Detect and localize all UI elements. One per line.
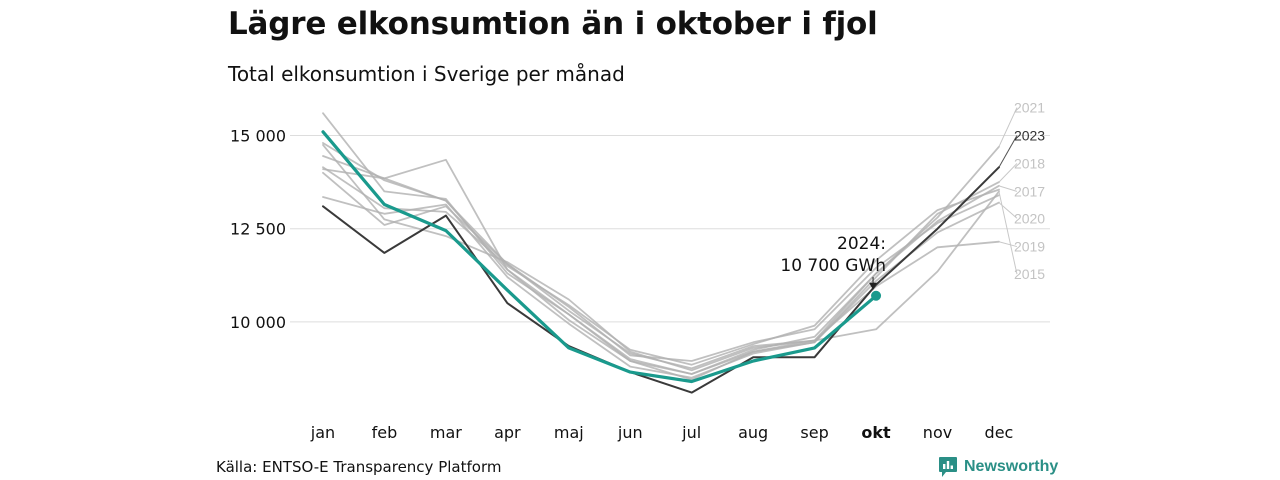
chart-subtitle: Total elkonsumtion i Sverige per månad [228,62,625,86]
x-tick-label: apr [494,423,521,442]
x-tick-label: dec [985,423,1014,442]
end-label-2023: 2023 [1014,128,1045,144]
annotation-label-year: 2024: [837,234,886,254]
end-label-leader [998,185,1018,192]
end-label-2017: 2017 [1014,183,1045,199]
y-tick-label: 12 500 [230,220,286,239]
annotation: 2024:10 700 GWh [780,234,886,301]
y-tick-label: 15 000 [230,127,286,146]
newsworthy-logo: Newsworthy [938,456,1058,478]
series-line-2019 [322,143,1000,372]
x-tick-label: nov [923,423,952,442]
series-line-2023 [322,166,1000,394]
chart-title: Lägre elkonsumtion än i oktober i fjol [228,6,878,42]
series-line-2017 [322,168,1000,375]
series-line-2020 [322,196,1000,379]
x-tick-label: okt [861,423,891,442]
x-tick-label: feb [372,423,398,442]
x-axis-ticks: jan feb mar apr maj jun jul aug sep okt nov dec [310,423,1014,442]
y-axis-ticks: 10 000 12 500 15 000 [230,127,286,332]
y-tick-label: 10 000 [230,313,286,332]
series-lines [321,112,1000,394]
newsworthy-logo-icon [939,457,957,477]
series-line-2022 [322,142,1000,362]
end-label-leader [998,163,1018,183]
end-label-leader [998,107,1018,147]
brand-name: Newsworthy [964,458,1059,475]
annotation-label-value: 10 700 GWh [780,256,886,276]
x-tick-label: jan [310,423,335,442]
series-line-2018 [322,155,1000,381]
end-label-2019: 2019 [1014,239,1045,255]
series-line-2016 [322,166,1000,366]
source-note: Källa: ENTSO-E Transparency Platform [216,458,502,476]
end-labels: 2021 2023 2018 2017 2020 2019 2015 [998,100,1045,282]
end-label-2015: 2015 [1014,266,1045,282]
end-label-2021: 2021 [1014,100,1045,116]
series-line-2024 [321,130,878,384]
grid-lines [290,135,1050,323]
x-tick-label: maj [554,423,584,442]
end-label-leader [998,135,1018,168]
x-tick-label: sep [800,423,828,442]
annotation-point [871,290,882,301]
series-line-2015 [322,171,1000,370]
end-label-2018: 2018 [1014,155,1045,171]
end-label-leader [998,191,1018,275]
x-tick-label: mar [430,423,462,442]
end-label-2020: 2020 [1014,210,1045,226]
annotation-arrow-head [869,282,878,290]
x-tick-label: jul [681,423,701,442]
x-tick-label: aug [738,423,768,442]
x-tick-label: jun [617,423,643,442]
end-label-leader [998,241,1018,248]
